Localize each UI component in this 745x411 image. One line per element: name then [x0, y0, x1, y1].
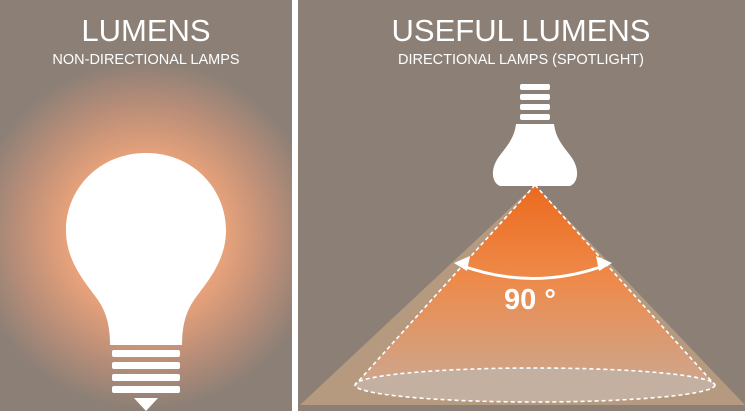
panel-subtitle: NON-DIRECTIONAL LAMPS	[52, 52, 239, 68]
infographic: LUMENS NON-DIRECTIONAL LAMPS USEFUL LUME…	[0, 0, 745, 411]
panel-subtitle: DIRECTIONAL LAMPS (SPOTLIGHT)	[398, 52, 644, 68]
angle-label: 90 °	[504, 284, 556, 316]
right-panel: USEFUL LUMENS DIRECTIONAL LAMPS (SPOTLIG…	[298, 0, 745, 411]
divider	[292, 0, 298, 411]
panel-title: LUMENS	[81, 13, 210, 48]
panel-title: USEFUL LUMENS	[392, 13, 651, 48]
left-panel: LUMENS NON-DIRECTIONAL LAMPS	[0, 0, 292, 411]
